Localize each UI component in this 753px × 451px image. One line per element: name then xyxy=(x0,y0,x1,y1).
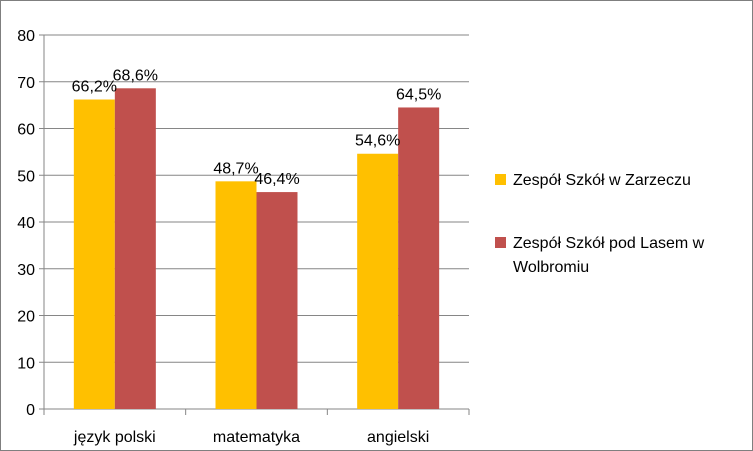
x-category-label: matematyka xyxy=(213,429,300,446)
x-category-label: język polski xyxy=(73,429,156,446)
bar xyxy=(398,107,440,410)
legend-swatch xyxy=(495,237,506,248)
data-label: 64,5% xyxy=(396,86,441,103)
legend-swatch xyxy=(495,174,506,185)
bar xyxy=(357,153,399,409)
data-label: 66,2% xyxy=(72,79,117,96)
data-label: 68,6% xyxy=(113,67,158,84)
bar xyxy=(215,181,257,409)
data-label: 46,4% xyxy=(254,171,299,188)
bar xyxy=(73,99,115,409)
data-label: 48,7% xyxy=(213,160,258,177)
legend-label: Zespół Szkół w Zarzeczu xyxy=(513,172,691,189)
x-category-label: angielski xyxy=(367,429,429,446)
y-tick-label: 40 xyxy=(17,215,35,232)
legend: Zespół Szkół w Zarzeczu Zespół Szkół pod … xyxy=(495,172,705,276)
y-axis-ticks: 0 10 20 30 40 50 60 70 80 xyxy=(17,28,44,419)
y-tick-label: 50 xyxy=(17,168,35,185)
y-tick-label: 80 xyxy=(17,28,35,45)
y-tick-label: 30 xyxy=(17,262,35,279)
bar xyxy=(256,192,298,409)
bar xyxy=(114,88,156,410)
legend-label: Zespół Szkół pod Lasem w Wolbromiu xyxy=(513,235,705,276)
x-axis-categories: język polski matematyka angielski xyxy=(73,429,429,446)
data-label: 54,6% xyxy=(355,133,400,150)
y-tick-label: 70 xyxy=(17,75,35,92)
y-tick-label: 60 xyxy=(17,122,35,139)
y-tick-label: 20 xyxy=(17,309,35,326)
bars xyxy=(73,88,440,410)
y-tick-label: 10 xyxy=(17,355,35,372)
y-tick-label: 0 xyxy=(26,402,35,419)
data-labels: 66,2%68,6% 48,7%46,4% 54,6% 64,5% xyxy=(72,67,442,188)
